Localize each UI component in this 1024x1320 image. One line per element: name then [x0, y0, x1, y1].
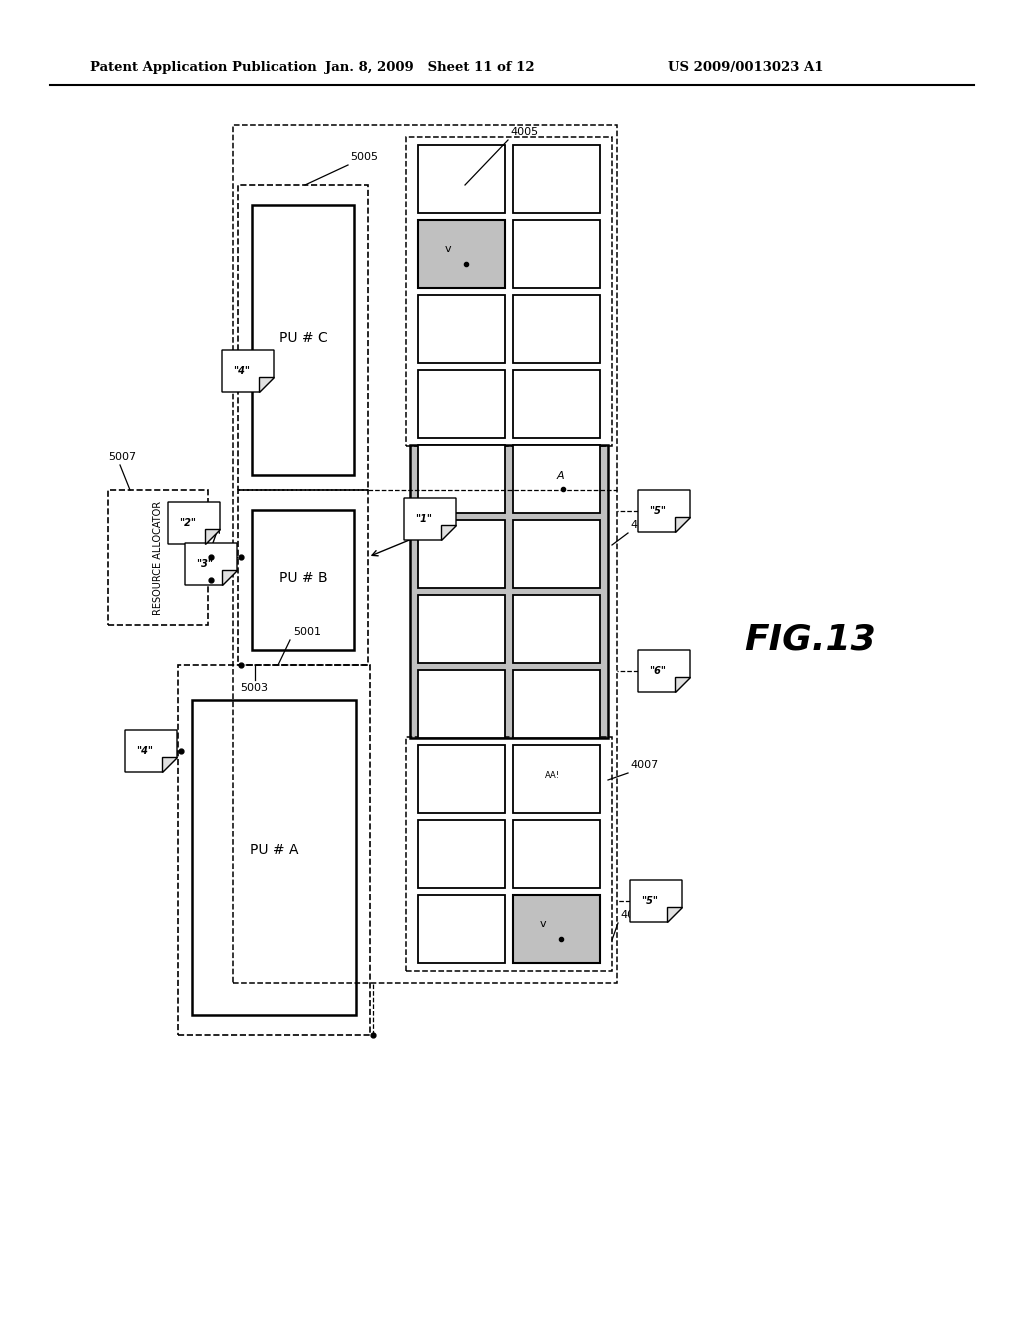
- Bar: [513, 895, 600, 964]
- Bar: [418, 145, 505, 213]
- Text: 4005: 4005: [510, 127, 539, 137]
- Polygon shape: [441, 525, 456, 540]
- Polygon shape: [222, 570, 237, 585]
- Text: "4": "4": [136, 746, 154, 756]
- Text: PU # B: PU # B: [279, 570, 328, 585]
- Text: "5": "5": [649, 506, 667, 516]
- Bar: [513, 595, 600, 663]
- Bar: [418, 820, 505, 888]
- Bar: [418, 895, 505, 964]
- Bar: [418, 220, 505, 288]
- Text: Patent Application Publication: Patent Application Publication: [90, 62, 316, 74]
- Bar: [513, 294, 600, 363]
- Text: "2": "2": [179, 517, 197, 528]
- Bar: [233, 125, 617, 983]
- Bar: [410, 445, 608, 738]
- Bar: [252, 510, 354, 649]
- Text: 5003: 5003: [240, 682, 268, 693]
- Polygon shape: [676, 677, 690, 692]
- Bar: [513, 445, 600, 513]
- Text: 5005: 5005: [350, 152, 378, 162]
- Text: "3": "3": [197, 558, 213, 569]
- Bar: [513, 370, 600, 438]
- Text: 4007: 4007: [630, 760, 658, 770]
- Bar: [406, 737, 612, 972]
- Polygon shape: [638, 490, 690, 532]
- Text: "6": "6": [649, 667, 667, 676]
- Polygon shape: [630, 880, 682, 921]
- Text: 5001: 5001: [293, 627, 321, 638]
- Polygon shape: [676, 517, 690, 532]
- Bar: [108, 490, 208, 624]
- Polygon shape: [168, 502, 220, 544]
- Polygon shape: [163, 758, 177, 772]
- Polygon shape: [125, 730, 177, 772]
- Text: "4": "4": [233, 366, 250, 376]
- Polygon shape: [668, 907, 682, 921]
- Bar: [513, 820, 600, 888]
- Bar: [418, 445, 505, 513]
- Bar: [193, 700, 356, 1015]
- Text: US 2009/0013023 A1: US 2009/0013023 A1: [668, 62, 823, 74]
- Polygon shape: [259, 378, 274, 392]
- Text: "1": "1": [416, 513, 432, 524]
- Polygon shape: [185, 543, 237, 585]
- Bar: [418, 671, 505, 738]
- Text: v: v: [540, 919, 547, 928]
- Bar: [418, 294, 505, 363]
- Polygon shape: [206, 529, 220, 544]
- Bar: [418, 370, 505, 438]
- Bar: [513, 520, 600, 587]
- Bar: [513, 744, 600, 813]
- Text: 4001: 4001: [630, 520, 658, 531]
- Text: A: A: [557, 471, 564, 480]
- Bar: [238, 185, 368, 490]
- Bar: [513, 220, 600, 288]
- Bar: [418, 744, 505, 813]
- Bar: [418, 520, 505, 587]
- Text: PU # A: PU # A: [250, 843, 298, 857]
- Bar: [238, 490, 368, 665]
- Bar: [406, 137, 612, 446]
- Bar: [252, 205, 354, 475]
- Text: RESOURCE ALLOCATOR: RESOURCE ALLOCATOR: [153, 500, 163, 615]
- Text: AA!: AA!: [545, 771, 560, 780]
- Text: Jan. 8, 2009   Sheet 11 of 12: Jan. 8, 2009 Sheet 11 of 12: [326, 62, 535, 74]
- Text: v: v: [445, 244, 452, 253]
- Text: 5007: 5007: [108, 451, 136, 462]
- Text: FIG.13: FIG.13: [744, 623, 876, 657]
- Bar: [178, 665, 370, 1035]
- Polygon shape: [638, 649, 690, 692]
- Bar: [513, 145, 600, 213]
- Bar: [513, 671, 600, 738]
- Text: "5": "5": [641, 896, 658, 906]
- Text: PU # C: PU # C: [279, 330, 328, 345]
- Polygon shape: [404, 498, 456, 540]
- Polygon shape: [222, 350, 274, 392]
- Text: 4003: 4003: [620, 909, 648, 920]
- Bar: [418, 595, 505, 663]
